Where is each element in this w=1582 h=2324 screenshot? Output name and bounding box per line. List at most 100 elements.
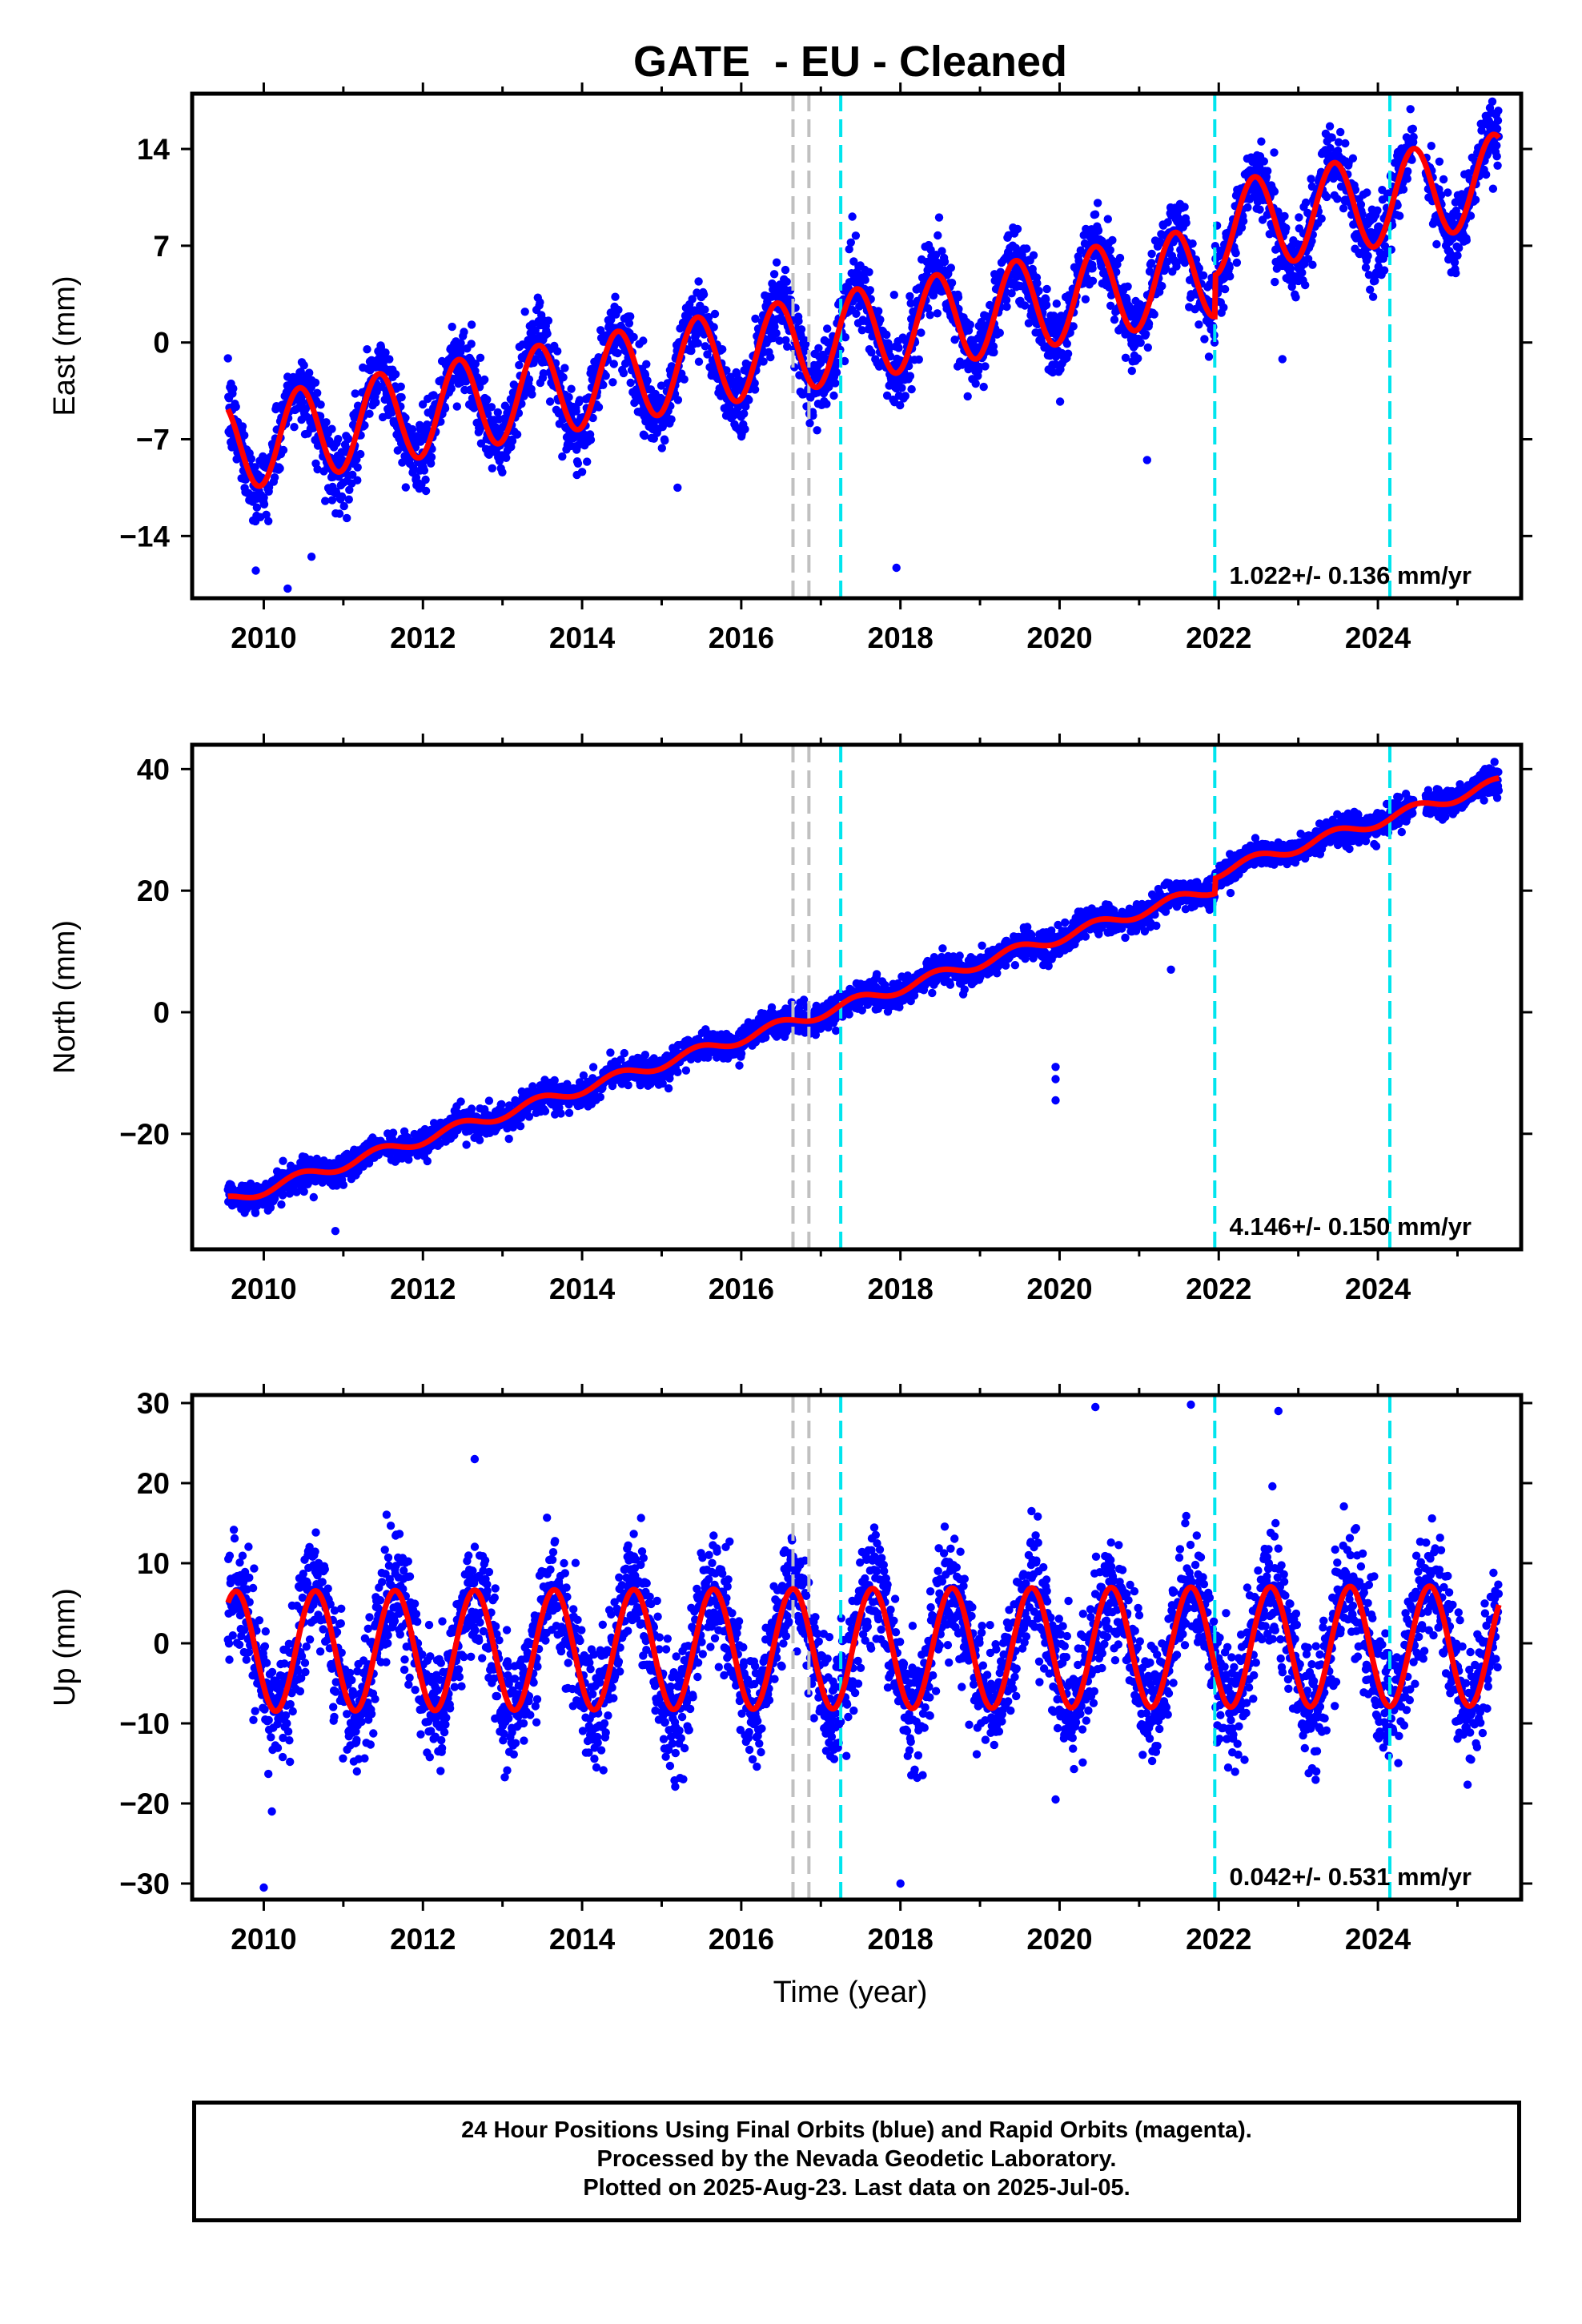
data-point — [1477, 126, 1486, 135]
data-point — [1108, 235, 1117, 245]
data-point — [947, 279, 957, 287]
data-point — [553, 347, 562, 356]
data-point — [1121, 353, 1130, 362]
data-point — [1286, 264, 1295, 273]
data-point — [1395, 211, 1404, 220]
data-point — [528, 390, 536, 399]
data-point — [688, 295, 697, 304]
data-point — [544, 316, 553, 325]
data-point — [1219, 303, 1228, 312]
data-point — [687, 346, 696, 356]
data-point — [246, 1179, 255, 1188]
data-point — [1210, 338, 1219, 347]
data-point — [718, 345, 727, 354]
data-point — [667, 415, 676, 424]
data-point — [1427, 142, 1436, 151]
data-point — [1491, 83, 1499, 91]
data-point — [467, 1104, 476, 1113]
data-point — [391, 370, 400, 379]
data-point — [609, 360, 618, 368]
data-point — [1408, 124, 1418, 133]
data-point — [1200, 335, 1209, 344]
data-point — [1163, 218, 1172, 227]
data-point — [619, 368, 628, 378]
data-point — [772, 258, 781, 267]
panel-east: 2010 2012 2014 2016 2018 2020 2022 20241470−7−1… — [48, 82, 1532, 654]
data-point — [321, 497, 330, 505]
data-point — [1255, 205, 1264, 214]
data-point — [741, 424, 749, 434]
data-point — [1113, 260, 1122, 269]
data-point — [876, 316, 885, 324]
data-point — [1380, 242, 1390, 251]
data-point — [611, 292, 620, 301]
data-point — [1081, 295, 1090, 304]
data-point — [1492, 141, 1501, 150]
x-tick-label: 2022 — [1186, 621, 1251, 654]
data-point — [588, 413, 597, 423]
data-point — [493, 408, 502, 417]
data-point — [1435, 157, 1444, 166]
data-point — [1259, 157, 1269, 166]
data-point — [278, 1191, 287, 1200]
data-point — [610, 341, 619, 351]
data-point — [694, 277, 703, 286]
data-point — [290, 423, 299, 432]
data-point — [1257, 137, 1266, 146]
data-point — [339, 501, 348, 511]
data-point — [337, 492, 347, 501]
data-point — [608, 378, 617, 387]
data-point — [772, 328, 781, 338]
data-point — [624, 319, 634, 328]
data-point — [1088, 264, 1097, 273]
data-point — [279, 1156, 287, 1165]
data-point — [313, 464, 322, 474]
data-point — [264, 483, 274, 492]
data-point — [917, 328, 926, 337]
data-point — [770, 322, 779, 332]
data-point — [532, 355, 540, 364]
data-point — [1094, 226, 1103, 235]
data-point — [1112, 267, 1121, 276]
data-point — [545, 397, 555, 406]
data-point — [335, 509, 344, 518]
data-point — [607, 316, 616, 324]
data-point — [1453, 251, 1462, 260]
data-point — [460, 328, 468, 336]
data-point — [966, 320, 975, 329]
data-point — [583, 457, 592, 466]
panel-north: 2010 2012 2014 2016 2018 2020 2022 202440200−20… — [48, 734, 1532, 1305]
data-point — [560, 364, 569, 372]
data-point — [344, 495, 353, 504]
data-point — [614, 305, 623, 315]
data-point — [981, 362, 990, 371]
data-point — [536, 298, 544, 307]
data-point — [1013, 224, 1022, 234]
data-point — [397, 392, 406, 402]
data-point — [809, 411, 817, 420]
data-point — [275, 464, 284, 473]
y-axis-label: East (mm) — [48, 275, 82, 416]
data-point — [766, 352, 775, 362]
data-point — [989, 342, 998, 351]
data-point — [751, 314, 760, 324]
data-point — [1301, 198, 1311, 207]
data-point — [1303, 255, 1313, 263]
data-point — [701, 342, 709, 351]
data-point — [467, 340, 476, 348]
outlier-point — [1278, 355, 1287, 364]
data-point — [1366, 285, 1375, 294]
data-point — [1280, 211, 1289, 221]
data-point — [626, 378, 635, 388]
data-point — [440, 404, 450, 413]
data-point — [1002, 296, 1011, 304]
data-point — [1142, 330, 1150, 339]
data-point — [657, 444, 666, 452]
data-point — [1301, 280, 1310, 290]
data-point — [559, 373, 568, 382]
data-point — [831, 379, 840, 388]
data-point — [266, 1203, 275, 1212]
data-point — [311, 378, 320, 387]
data-point — [699, 290, 709, 299]
